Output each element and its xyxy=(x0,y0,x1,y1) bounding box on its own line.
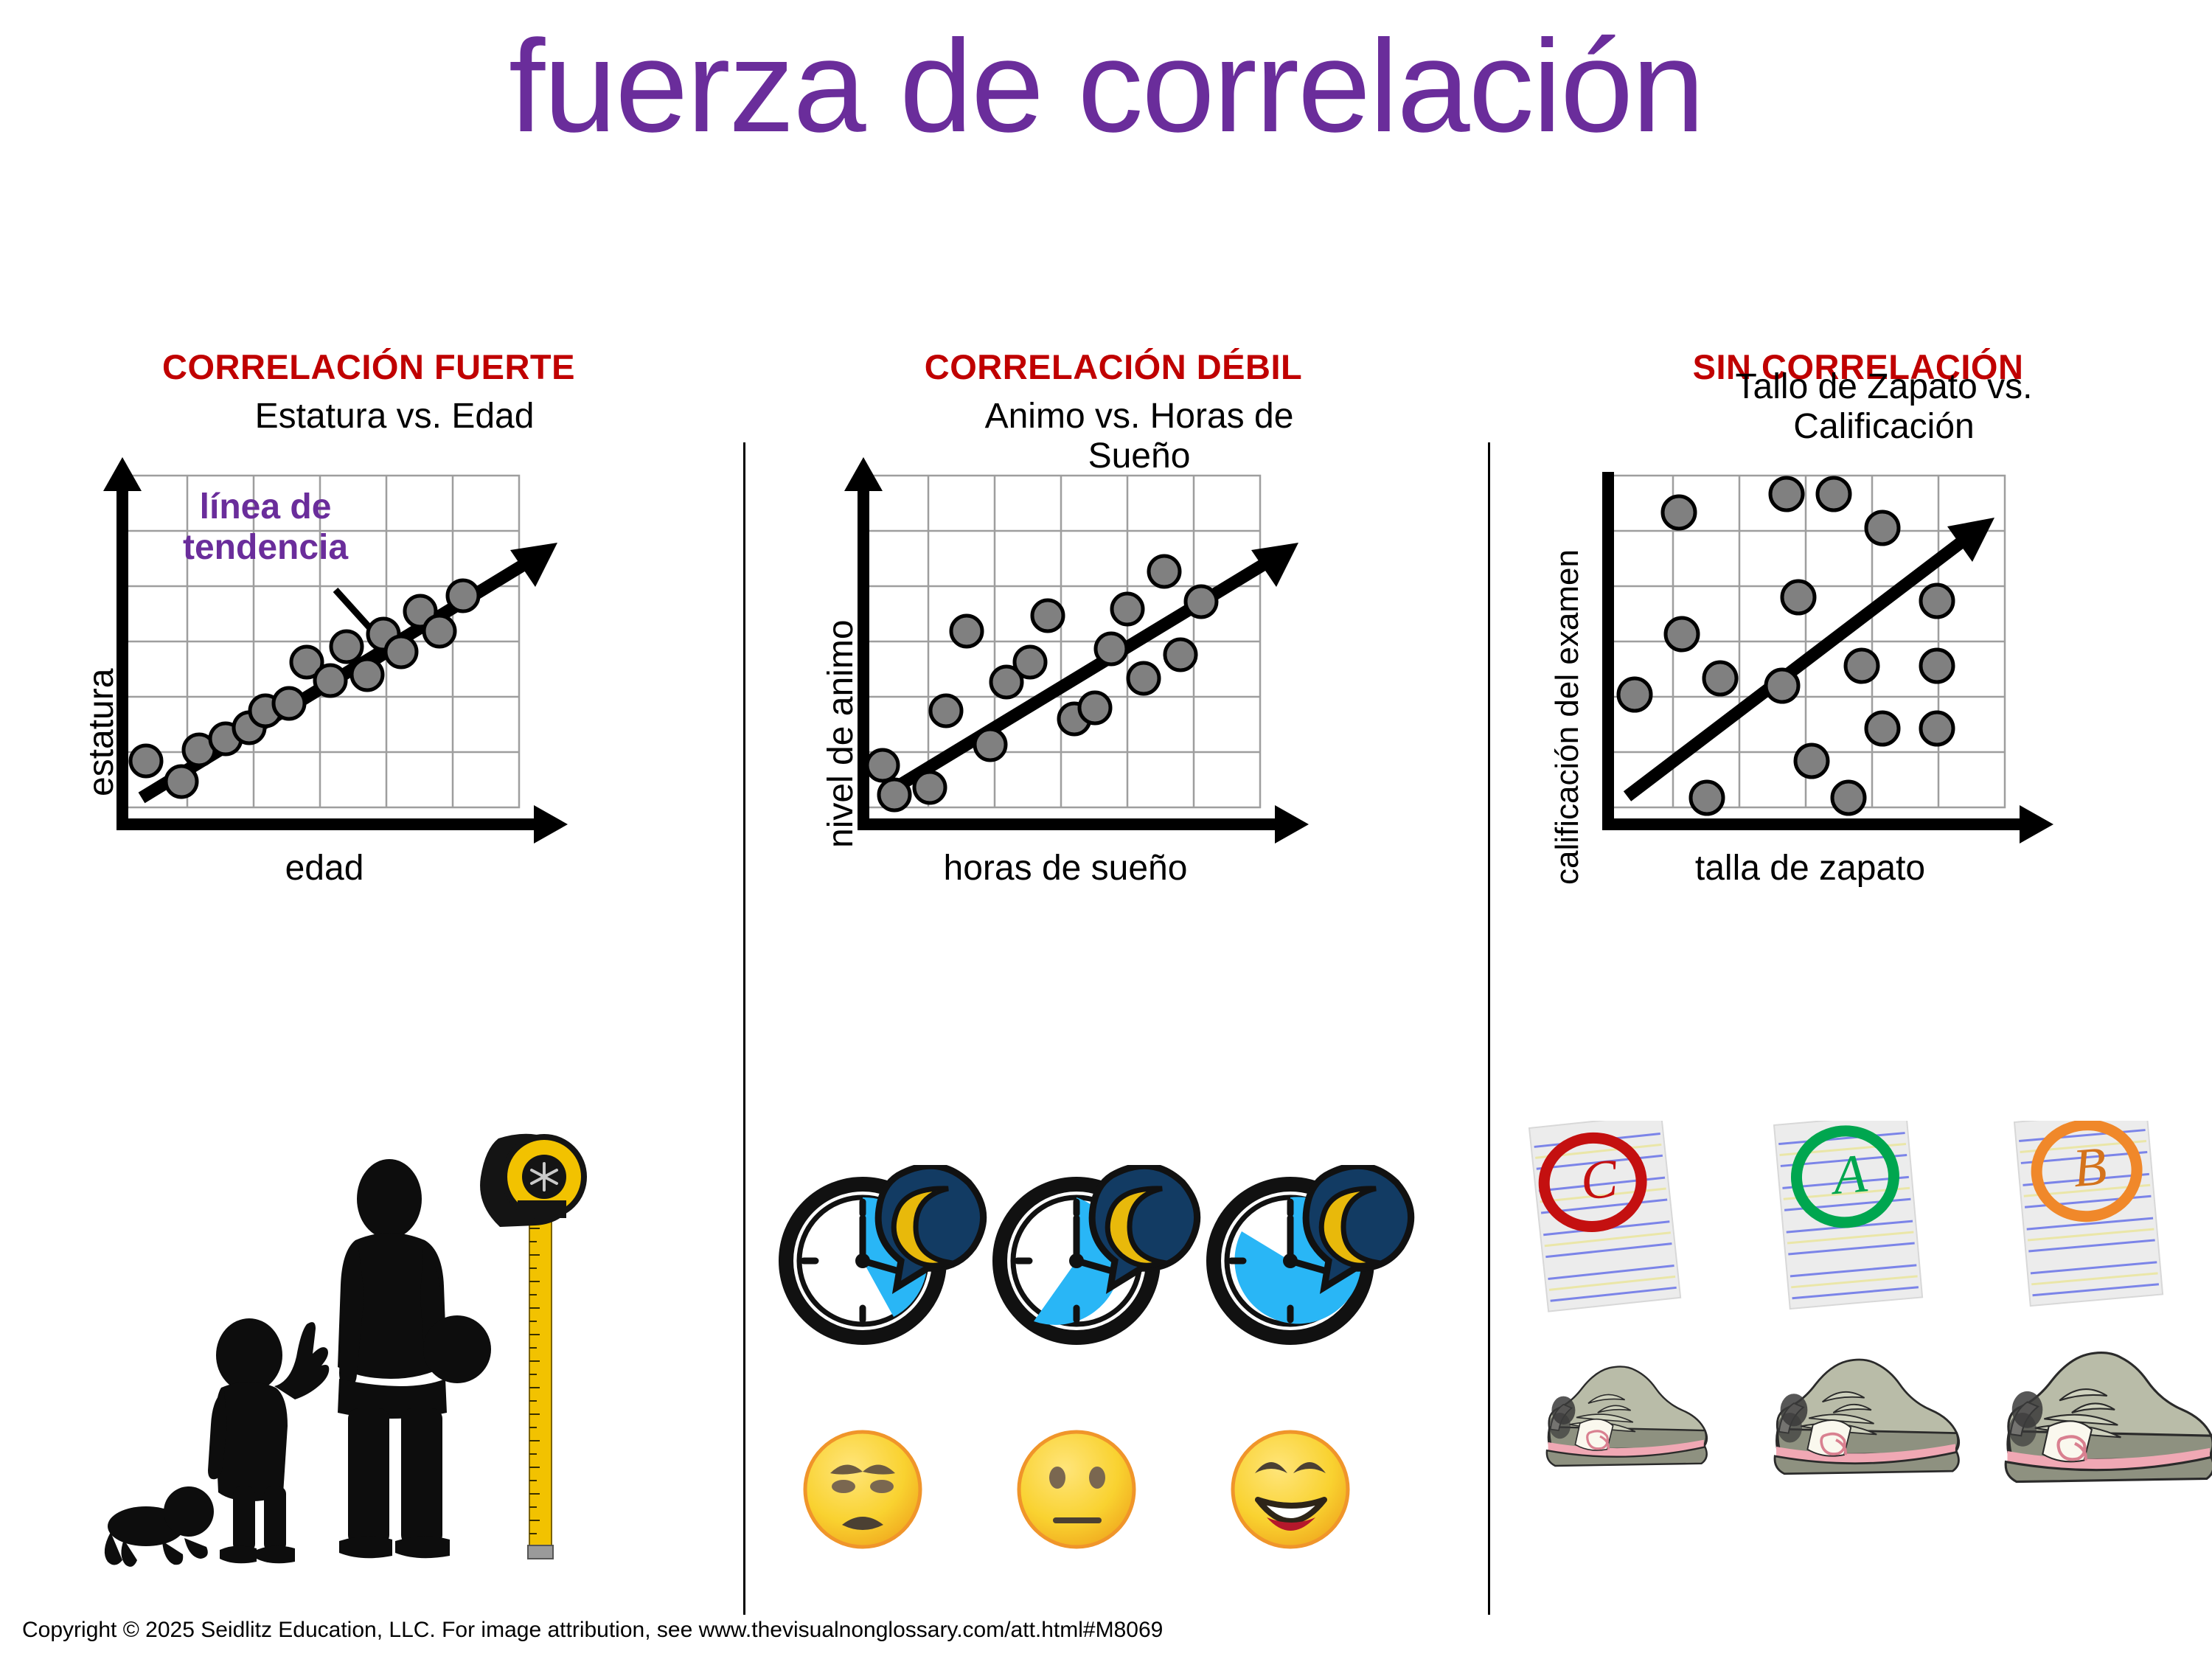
plot-area-weak xyxy=(844,457,1309,844)
data-points xyxy=(1616,476,1955,816)
svg-text:C: C xyxy=(1578,1148,1621,1212)
axis-arrows xyxy=(1602,472,2053,844)
panel-heading-weak: CORRELACIÓN DÉBIL xyxy=(924,347,1303,386)
x-axis-label-strong: edad xyxy=(285,849,364,888)
panel-no-correlation: SIN CORRELACIÓN Tallo de Zapato vs. Cali… xyxy=(1489,324,2212,1607)
chart-title-none: Tallo de Zapato vs. Calificación xyxy=(1563,367,2205,447)
shoe-small xyxy=(1545,1365,1708,1467)
scatter-chart-strong: línea de tendencia estatura edad xyxy=(82,457,678,900)
child-silhouette xyxy=(208,1318,330,1564)
x-axis-label-weak: horas de sueño xyxy=(943,849,1188,888)
chart-title-none-line2: Calificación xyxy=(1793,406,1975,446)
trendline-annotation-line2: tendencia xyxy=(183,528,349,568)
axis-arrows xyxy=(844,457,1309,844)
grid-lines xyxy=(860,474,1262,809)
svg-text:B: B xyxy=(2070,1136,2109,1200)
illustration-growth-and-tape xyxy=(88,1128,590,1589)
copyright-footer: Copyright © 2025 Seidlitz Education, LLC… xyxy=(22,1618,1164,1642)
illustration-clocks-and-faces xyxy=(774,1162,1467,1582)
plot-area-strong xyxy=(103,457,568,844)
scatter-chart-weak: nivel de animo horas de sueño xyxy=(821,457,1419,900)
panel-divider xyxy=(1488,442,1490,1615)
chart-title-none-line1: Tallo de Zapato vs. xyxy=(1735,367,2033,406)
happy-face xyxy=(1231,1430,1350,1549)
moon-badge xyxy=(874,1162,987,1295)
paper-grade-a: A xyxy=(1773,1112,1924,1310)
panel-heading-strong: CORRELACIÓN FUERTE xyxy=(162,347,575,386)
panel-divider xyxy=(743,442,745,1615)
shoe-medium xyxy=(1773,1358,1961,1475)
trendline-annotation-line1: línea de xyxy=(199,487,332,526)
clock-low-sleep xyxy=(779,1162,987,1345)
moon-badge xyxy=(1302,1162,1415,1295)
data-points xyxy=(128,578,481,799)
paper-grade-c: C xyxy=(1528,1113,1682,1313)
adult-silhouette xyxy=(338,1159,491,1559)
plot-area-none xyxy=(1602,472,2053,844)
illustration-papers-and-shoes: C A B xyxy=(1512,1109,2212,1582)
sad-face xyxy=(803,1430,922,1549)
chart-title-weak: Animo vs. Horas de Sueño xyxy=(826,397,1453,476)
trendline-annotation: línea de tendencia xyxy=(183,487,348,568)
paper-grade-b: B xyxy=(2013,1109,2164,1307)
x-axis-label-none: talla de zapato xyxy=(1694,849,1926,888)
trend-line xyxy=(877,543,1298,802)
page-title: fuerza de correlación xyxy=(508,13,1705,159)
trend-line xyxy=(1623,518,1994,801)
panel-weak-correlation: CORRELACIÓN DÉBIL Animo vs. Horas de Sue… xyxy=(745,324,1482,1607)
baby-silhouette xyxy=(104,1486,214,1567)
chart-title-strong: Estatura vs. Edad xyxy=(254,397,535,436)
moon-badge xyxy=(1088,1162,1201,1295)
clock-high-sleep xyxy=(1206,1162,1415,1345)
neutral-face xyxy=(1017,1430,1136,1549)
axis-arrows xyxy=(103,457,568,844)
clock-mid-sleep xyxy=(992,1162,1201,1345)
data-points xyxy=(865,554,1219,813)
y-axis-label-none: calificación del examen xyxy=(1549,549,1585,885)
chart-title-weak-line1: Animo vs. Horas de xyxy=(984,397,1294,436)
chart-title-weak-line2: Sueño xyxy=(1088,436,1191,476)
panel-heading-none: SIN CORRELACIÓN xyxy=(1692,347,2024,386)
shoe-large xyxy=(2006,1353,2212,1482)
y-axis-label-weak: nivel de animo xyxy=(821,619,860,848)
panel-strong-correlation: CORRELACIÓN FUERTE Estatura vs. Edad xyxy=(0,324,737,1607)
y-axis-label-strong: estatura xyxy=(82,668,121,796)
tape-measure xyxy=(480,1133,587,1559)
scatter-chart-none: calificación del examen talla de zapato xyxy=(1549,457,2164,900)
